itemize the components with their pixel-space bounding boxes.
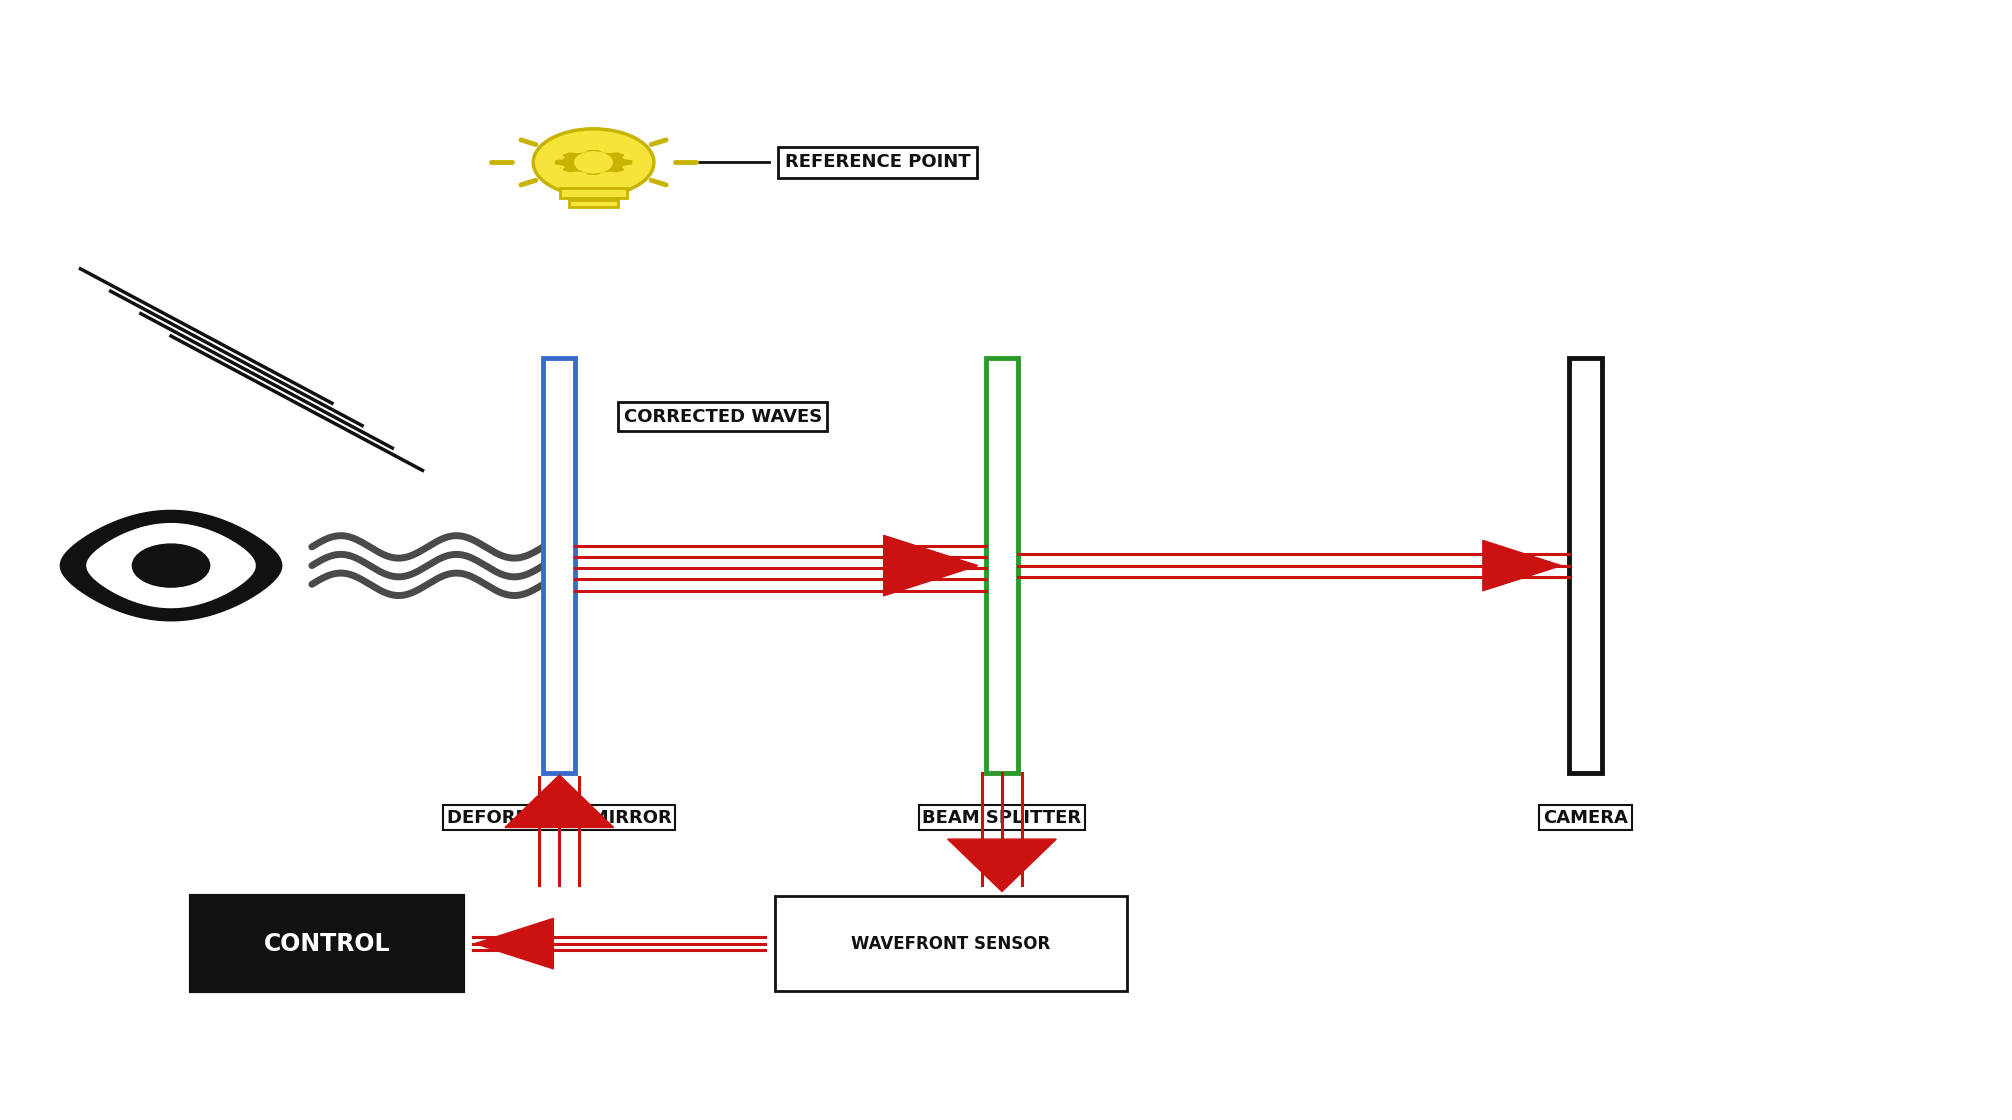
Text: WAVEFRONT SENSOR: WAVEFRONT SENSOR — [851, 934, 1050, 953]
Bar — [986, 358, 1018, 773]
Bar — [775, 896, 1127, 991]
Bar — [191, 896, 463, 991]
Polygon shape — [948, 839, 1056, 892]
Polygon shape — [883, 535, 978, 596]
Circle shape — [533, 129, 654, 196]
Text: REFERENCE POINT: REFERENCE POINT — [785, 153, 970, 171]
Bar — [559, 188, 628, 198]
Text: CONTROL: CONTROL — [264, 932, 390, 955]
Polygon shape — [87, 524, 256, 607]
Text: CORRECTED WAVES: CORRECTED WAVES — [624, 408, 823, 426]
Circle shape — [575, 152, 612, 172]
Polygon shape — [475, 918, 553, 969]
Polygon shape — [505, 775, 614, 828]
Text: BEAM SPLITTER: BEAM SPLITTER — [921, 809, 1082, 827]
Bar — [543, 358, 575, 773]
Text: DEFORMABLE MIRROR: DEFORMABLE MIRROR — [447, 809, 672, 827]
Circle shape — [133, 544, 209, 587]
Polygon shape — [1483, 541, 1561, 591]
Text: CAMERA: CAMERA — [1543, 809, 1628, 827]
Bar — [1569, 358, 1602, 773]
Bar — [569, 199, 618, 207]
Polygon shape — [60, 511, 282, 620]
Polygon shape — [555, 150, 632, 175]
